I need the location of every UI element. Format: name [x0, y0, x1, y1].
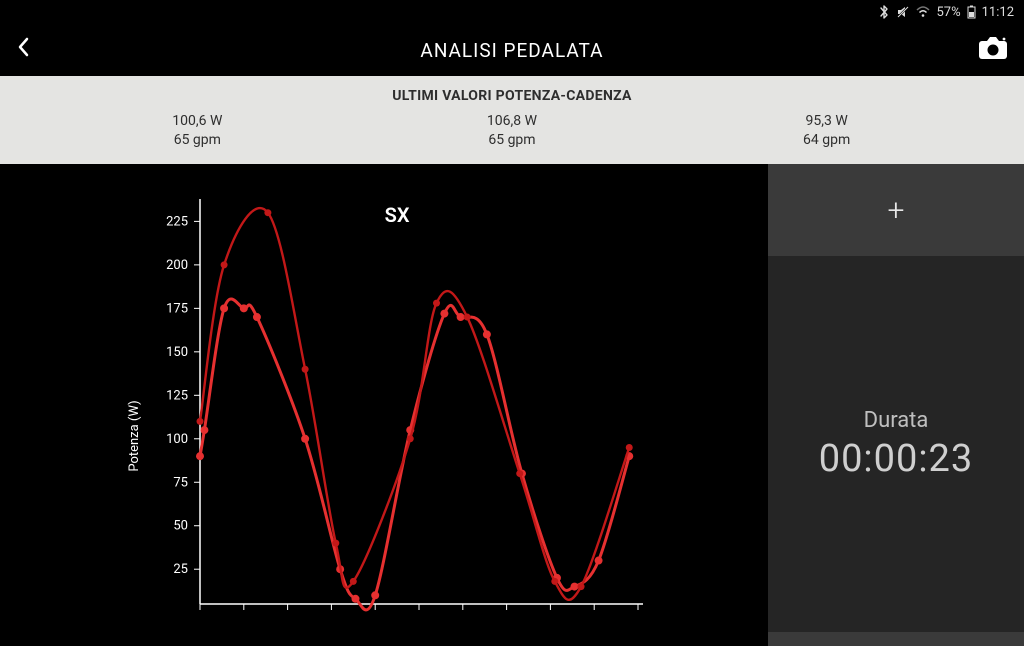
info-power: 100,6 W [42, 112, 354, 131]
titlebar: ANALISI PEDALATA [0, 24, 1024, 76]
svg-text:100: 100 [166, 432, 188, 447]
series-point [407, 435, 414, 442]
svg-text:175: 175 [166, 301, 188, 316]
svg-text:225: 225 [166, 214, 188, 229]
timer-panel: Durata 00:00:23 [768, 256, 1024, 632]
info-band-title: ULTIMI VALORI POTENZA-CADENZA [0, 82, 1024, 108]
info-band: ULTIMI VALORI POTENZA-CADENZA 100,6 W 65… [0, 76, 1024, 164]
series-point [253, 313, 261, 321]
series-curve-a [200, 299, 629, 610]
series-point [264, 209, 271, 216]
series-curve-b [200, 208, 629, 600]
info-cadence: 64 gpm [671, 131, 983, 150]
series-point [464, 314, 471, 321]
mute-icon [896, 5, 910, 19]
svg-text:25: 25 [173, 562, 188, 577]
svg-text:150: 150 [166, 345, 188, 360]
power-chart: 25 50 75 100 125 150 175 200 225 SX Potenza (W) [0, 164, 768, 646]
info-cell: 100,6 W 65 gpm [42, 112, 354, 150]
series-point [578, 583, 585, 590]
svg-text:50: 50 [173, 519, 188, 534]
series-point [440, 310, 448, 318]
bluetooth-icon [878, 5, 890, 19]
chart-area: 25 50 75 100 125 150 175 200 225 SX Potenza (W) [0, 164, 768, 646]
svg-text:Potenza (W): Potenza (W) [127, 400, 142, 471]
add-button[interactable]: + [768, 164, 1024, 256]
series-point [220, 304, 228, 312]
info-cell: 106,8 W 65 gpm [356, 112, 668, 150]
wifi-icon [916, 6, 930, 18]
series-point [483, 330, 491, 338]
series-point [240, 304, 248, 312]
series-point [457, 313, 465, 321]
series-point [551, 578, 558, 585]
series-point [570, 583, 578, 591]
battery-percent: 57% [936, 5, 960, 20]
svg-text:200: 200 [166, 258, 188, 273]
series-point [595, 557, 603, 565]
info-band-row: 100,6 W 65 gpm 106,8 W 65 gpm 95,3 W 64 … [0, 108, 1024, 158]
info-power: 106,8 W [356, 112, 668, 131]
series-point [302, 366, 309, 373]
series-point [301, 435, 309, 443]
info-power: 95,3 W [671, 112, 983, 131]
series-point [196, 452, 204, 460]
series-point [516, 470, 523, 477]
series-point [221, 261, 228, 268]
series-point [332, 540, 339, 547]
info-cadence: 65 gpm [42, 131, 354, 150]
series-point [200, 426, 208, 434]
duration-label: Durata [864, 408, 929, 433]
android-status-bar: 57% 11:12 [0, 0, 1024, 24]
main: 25 50 75 100 125 150 175 200 225 SX Potenza (W) + … [0, 164, 1024, 646]
camera-button[interactable] [978, 36, 1010, 64]
series-point [197, 418, 204, 425]
info-cell: 95,3 W 64 gpm [671, 112, 983, 150]
series-point [371, 591, 379, 599]
bottom-strip [768, 632, 1024, 646]
back-button[interactable] [16, 37, 30, 63]
page-title: ANALISI PEDALATA [0, 39, 1024, 62]
series-point [626, 444, 633, 451]
series-point [433, 300, 440, 307]
clock: 11:12 [982, 5, 1014, 20]
series-point [351, 595, 359, 603]
info-cadence: 65 gpm [356, 131, 668, 150]
svg-text:SX: SX [385, 203, 410, 227]
svg-text:125: 125 [166, 388, 188, 403]
svg-text:75: 75 [173, 475, 188, 490]
series-point [350, 578, 357, 585]
side-panel: + Durata 00:00:23 [768, 164, 1024, 646]
duration-value: 00:00:23 [819, 437, 974, 481]
battery-icon [967, 5, 976, 19]
plus-icon: + [888, 193, 905, 228]
